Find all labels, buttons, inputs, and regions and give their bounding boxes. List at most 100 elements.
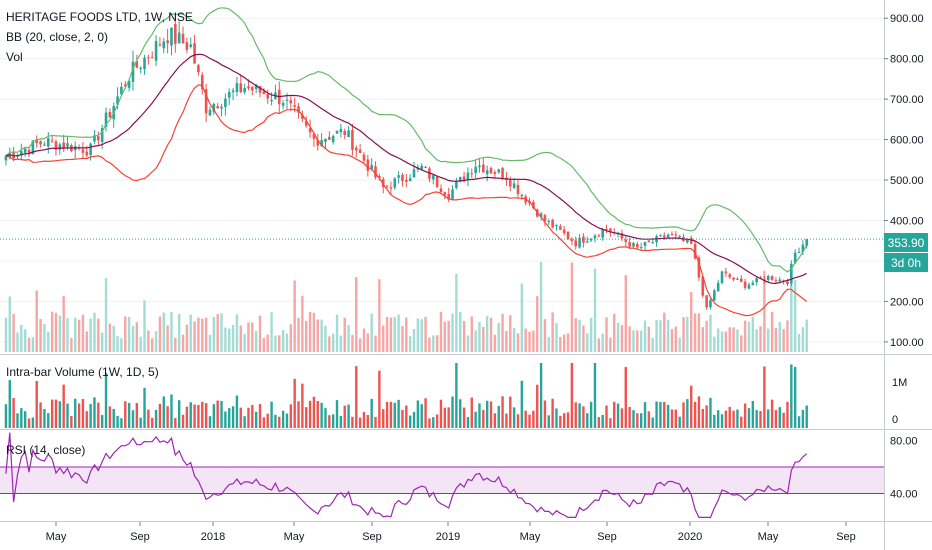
candle[interactable] (266, 89, 270, 104)
candle[interactable] (235, 76, 239, 97)
candle[interactable] (478, 158, 481, 173)
candle[interactable] (624, 235, 628, 247)
candle[interactable] (347, 126, 350, 138)
candle[interactable] (705, 295, 708, 310)
candle[interactable] (424, 165, 427, 169)
candle[interactable] (455, 177, 458, 190)
candle[interactable] (674, 230, 678, 239)
candle[interactable] (358, 143, 362, 154)
candle[interactable] (73, 141, 77, 158)
candle[interactable] (555, 224, 558, 231)
candle[interactable] (81, 141, 85, 158)
candle[interactable] (174, 13, 177, 53)
candle[interactable] (543, 213, 547, 227)
candle[interactable] (143, 54, 146, 75)
candle[interactable] (805, 239, 809, 249)
candle[interactable] (639, 242, 643, 252)
candle[interactable] (212, 102, 216, 115)
candle[interactable] (747, 282, 751, 290)
candle[interactable] (304, 116, 308, 128)
candle[interactable] (512, 178, 516, 190)
candle[interactable] (655, 234, 658, 247)
candle[interactable] (431, 174, 435, 185)
candle[interactable] (385, 185, 389, 189)
candle[interactable] (682, 233, 685, 242)
candle[interactable] (678, 234, 681, 239)
candle[interactable] (751, 280, 755, 286)
candle[interactable] (239, 74, 243, 94)
candle[interactable] (778, 276, 782, 283)
candle[interactable] (262, 88, 266, 95)
candle[interactable] (439, 184, 443, 195)
candle[interactable] (739, 275, 743, 283)
candle[interactable] (397, 171, 400, 184)
candle[interactable] (343, 128, 347, 140)
candle[interactable] (489, 166, 493, 174)
candle[interactable] (277, 81, 281, 114)
candle[interactable] (401, 172, 404, 187)
candle[interactable] (97, 131, 100, 146)
candle[interactable] (451, 185, 454, 201)
candle[interactable] (39, 140, 42, 148)
candle[interactable] (231, 87, 235, 101)
candle[interactable] (724, 267, 728, 277)
candle[interactable] (23, 147, 27, 157)
candle[interactable] (181, 26, 185, 44)
candle[interactable] (147, 54, 150, 65)
candle[interactable] (12, 146, 15, 162)
candle[interactable] (797, 247, 801, 254)
candle[interactable] (339, 123, 343, 138)
candle[interactable] (54, 139, 58, 156)
candle[interactable] (474, 159, 477, 179)
candle[interactable] (43, 141, 46, 146)
candle[interactable] (466, 167, 470, 187)
candle[interactable] (585, 236, 589, 244)
candle[interactable] (131, 50, 135, 91)
candle[interactable] (666, 233, 670, 238)
candle[interactable] (224, 93, 227, 116)
candle[interactable] (616, 231, 620, 238)
candle[interactable] (185, 37, 189, 54)
candle[interactable] (93, 130, 96, 145)
candle[interactable] (331, 134, 335, 145)
candle[interactable] (216, 102, 219, 110)
candle[interactable] (612, 228, 616, 236)
candle[interactable] (370, 158, 373, 171)
candle[interactable] (790, 260, 793, 287)
candle[interactable] (470, 168, 474, 179)
candle[interactable] (770, 275, 774, 281)
candle[interactable] (408, 174, 412, 182)
candle[interactable] (693, 240, 697, 260)
candle[interactable] (274, 84, 277, 100)
candle[interactable] (208, 106, 212, 117)
candle[interactable] (301, 110, 304, 123)
candle[interactable] (716, 279, 720, 292)
candle[interactable] (177, 21, 181, 44)
candle[interactable] (127, 80, 131, 92)
candle[interactable] (435, 175, 439, 189)
candle[interactable] (308, 119, 312, 138)
candle[interactable] (104, 107, 108, 132)
candle[interactable] (482, 157, 485, 173)
candle[interactable] (204, 83, 208, 123)
candle[interactable] (501, 167, 504, 180)
candle[interactable] (532, 199, 535, 210)
candle[interactable] (139, 66, 142, 74)
candle[interactable] (324, 138, 327, 149)
candle[interactable] (636, 241, 639, 250)
candle[interactable] (520, 193, 524, 201)
candle[interactable] (405, 173, 408, 188)
candle[interactable] (354, 145, 358, 158)
candle[interactable] (162, 37, 166, 54)
candlesticks[interactable] (4, 13, 809, 310)
candle[interactable] (447, 187, 450, 203)
candle[interactable] (593, 233, 597, 243)
candle[interactable] (766, 274, 770, 283)
candle[interactable] (562, 225, 566, 236)
candle[interactable] (728, 272, 732, 280)
candle[interactable] (197, 63, 200, 76)
candle[interactable] (362, 152, 366, 165)
candle[interactable] (189, 37, 193, 49)
candle[interactable] (227, 88, 231, 106)
candle[interactable] (732, 277, 735, 282)
